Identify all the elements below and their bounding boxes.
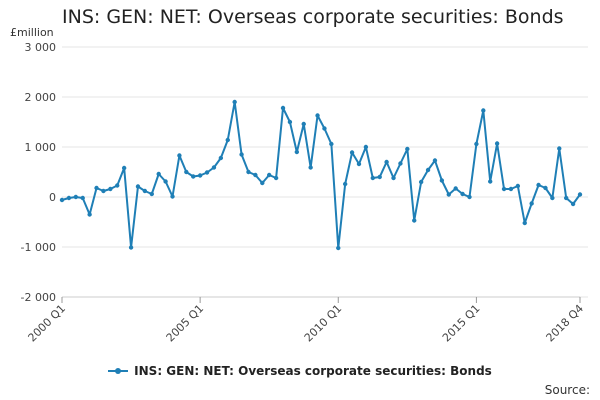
data-point (128, 245, 134, 250)
y-tick-label: 3 000 (25, 41, 57, 54)
x-tick-label: 2000 Q1 (26, 302, 69, 345)
data-point (529, 201, 534, 206)
x-tick-label: 2018 Q4 (544, 302, 587, 345)
data-point (384, 159, 389, 165)
data-point (536, 182, 541, 188)
y-tick-label: 1 000 (25, 141, 57, 154)
data-point (329, 141, 334, 147)
data-point (363, 144, 369, 150)
data-point (494, 141, 500, 146)
data-point (149, 191, 154, 197)
data-point (550, 195, 555, 201)
data-point (474, 141, 479, 147)
data-point (115, 183, 120, 188)
y-axis-unit: £million (10, 26, 54, 39)
data-point (191, 174, 196, 179)
data-point (391, 175, 396, 181)
data-point (412, 218, 417, 223)
gridlines (62, 46, 588, 298)
data-point (349, 150, 355, 155)
data-point (66, 195, 72, 201)
data-point (163, 179, 168, 184)
data-point (184, 169, 189, 175)
legend: INS: GEN: NET: Overseas corporate securi… (0, 364, 600, 378)
data-point (446, 192, 451, 197)
data-point (135, 184, 141, 189)
data-point (260, 180, 265, 186)
data-point (405, 146, 410, 152)
data-point (322, 126, 327, 131)
data-point (522, 220, 527, 226)
data-point (294, 149, 300, 155)
data-point (439, 178, 445, 183)
x-tick-label: 2005 Q1 (164, 302, 207, 345)
data-point (142, 188, 148, 194)
data-point (232, 99, 237, 105)
data-point (59, 197, 65, 203)
data-point (94, 185, 99, 191)
data-point (481, 108, 486, 113)
data-point (508, 186, 514, 192)
data-point (225, 137, 230, 143)
x-tick-label: 2010 Q1 (302, 302, 345, 345)
data-point (425, 167, 431, 173)
data-point (418, 179, 424, 185)
data-point (301, 121, 306, 127)
data-point (460, 191, 465, 197)
data-point (246, 169, 251, 175)
data-point (211, 165, 217, 170)
data-point (156, 171, 161, 177)
data-point (101, 188, 106, 194)
data-point (453, 186, 458, 191)
source-label: Source: (544, 383, 590, 397)
series-line (61, 101, 581, 249)
data-point (370, 175, 375, 181)
data-point (273, 175, 279, 181)
data-point (342, 181, 348, 187)
y-tick-label: 0 (49, 191, 56, 204)
data-point (557, 146, 562, 151)
data-point (280, 105, 286, 111)
x-tick-label: 2015 Q1 (440, 302, 483, 345)
legend-swatch (108, 367, 129, 374)
data-point (197, 173, 203, 178)
data-point (239, 152, 244, 157)
chart-title: INS: GEN: NET: Overseas corporate securi… (62, 6, 564, 28)
data-point (563, 195, 569, 201)
data-point (377, 174, 382, 180)
x-axis: 2000 Q1 2005 Q1 2010 Q1 2015 Q1 2018 Q4 (26, 296, 587, 345)
data-point (501, 186, 507, 192)
data-point (80, 195, 85, 201)
data-point (308, 165, 313, 170)
data-point (177, 153, 182, 158)
data-point (218, 155, 224, 161)
data-point (267, 172, 272, 178)
data-point (315, 113, 320, 118)
data-point (488, 179, 493, 184)
data-point (356, 161, 362, 167)
data-point (87, 212, 92, 217)
data-point (577, 192, 583, 197)
y-tick-label: -1 000 (21, 241, 56, 254)
data-point (398, 161, 403, 166)
y-tick-label: 2 000 (25, 91, 57, 104)
legend-label: INS: GEN: NET: Overseas corporate securi… (134, 364, 492, 378)
data-point (336, 245, 341, 251)
data-point (108, 186, 113, 192)
data-point (543, 185, 548, 191)
data-point (467, 194, 472, 200)
data-point (73, 194, 79, 200)
y-tick-label: -2 000 (21, 291, 56, 304)
series-group (59, 99, 583, 251)
data-point (515, 183, 521, 189)
data-point (170, 194, 175, 199)
data-point (121, 165, 127, 171)
data-point (204, 170, 210, 175)
data-point (253, 172, 258, 178)
data-point (570, 201, 576, 207)
data-point (287, 119, 293, 125)
data-point (432, 158, 438, 163)
y-axis-tick-labels: 3 000 2 000 1 000 0 -1 000 -2 000 (21, 41, 56, 304)
